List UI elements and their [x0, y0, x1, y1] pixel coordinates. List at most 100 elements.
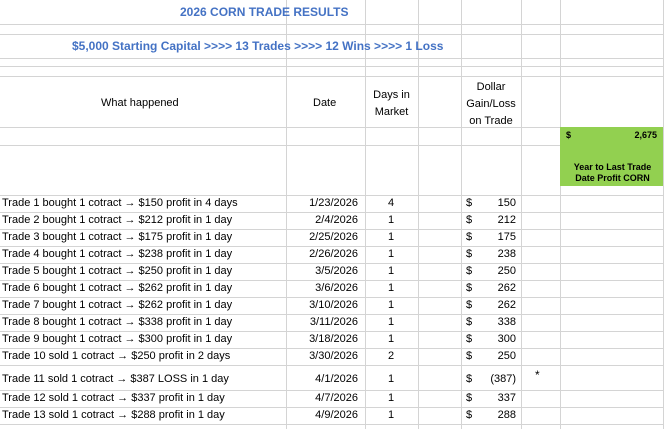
row-divider [0, 331, 664, 332]
trade-amount: 300 [497, 333, 516, 345]
trade-description: Trade 4 bought 1 cotract → $238 profit i… [2, 248, 233, 260]
trade-amount: (387) [490, 373, 516, 385]
trade-amount: 288 [497, 409, 516, 421]
row-divider [0, 34, 664, 35]
summary-label-line2: Date Profit CORN [575, 173, 650, 183]
trade-days: 1 [387, 214, 395, 226]
trade-date: 2/25/2026 [309, 231, 358, 243]
trade-amount: 175 [497, 231, 516, 243]
row-divider [0, 66, 664, 67]
trade-amount: 150 [497, 197, 516, 209]
column-divider [365, 0, 366, 429]
table-row: Trade 4 bought 1 cotract → $238 profit i… [0, 247, 664, 264]
trade-amount: 337 [497, 392, 516, 404]
trade-days: 1 [387, 248, 395, 260]
header-what-happened: What happened [101, 97, 179, 109]
row-divider [0, 314, 664, 315]
table-row: Trade 5 bought 1 cotract → $250 profit i… [0, 264, 664, 281]
sheet-title: 2026 CORN TRADE RESULTS [180, 5, 349, 19]
row-divider [0, 424, 664, 425]
trade-date: 3/5/2026 [315, 265, 358, 277]
row-divider [0, 127, 664, 128]
trade-date: 1/23/2026 [309, 197, 358, 209]
trade-note: * [535, 368, 540, 382]
row-divider [0, 212, 664, 213]
trade-description: Trade 8 bought 1 cotract → $338 profit i… [2, 316, 233, 328]
summary-label-line1: Year to Last Trade [573, 162, 652, 172]
trade-date: 3/6/2026 [315, 282, 358, 294]
header-gain-line3: on Trade [469, 115, 513, 127]
trade-amount: 250 [497, 265, 516, 277]
trade-description: Trade 9 bought 1 cotract → $300 profit i… [2, 333, 233, 345]
trade-date: 3/30/2026 [309, 350, 358, 362]
table-row: Trade 10 sold 1 cotract → $250 profit in… [0, 349, 664, 366]
trade-date: 3/10/2026 [309, 299, 358, 311]
row-divider [0, 297, 664, 298]
trade-date: 2/4/2026 [315, 214, 358, 226]
column-divider [286, 0, 287, 429]
row-divider [0, 263, 664, 264]
table-row: Trade 8 bought 1 cotract → $338 profit i… [0, 315, 664, 332]
header-date: Date [313, 97, 337, 109]
column-divider [461, 0, 462, 429]
row-divider [0, 390, 664, 391]
row-divider [0, 229, 664, 230]
profit-summary-box: $ 2,675 Year to Last Trade Date Profit C… [560, 127, 663, 186]
trade-description: Trade 1 bought 1 cotract → $150 profit i… [2, 197, 238, 209]
trade-days: 2 [387, 350, 395, 362]
header-gain-line2: Gain/Loss [466, 98, 516, 110]
trade-currency: $ [466, 214, 473, 226]
trade-date: 2/26/2026 [309, 248, 358, 260]
column-divider [521, 0, 522, 429]
trade-date: 4/7/2026 [315, 392, 358, 404]
trade-description: Trade 7 bought 1 cotract → $262 profit i… [2, 299, 233, 311]
table-row: Trade 11 sold 1 cotract → $387 LOSS in 1… [0, 368, 664, 389]
trade-description: Trade 12 sold 1 cotract → $337 profit in… [2, 392, 225, 404]
table-row: Trade 3 bought 1 cotract → $175 profit i… [0, 230, 664, 247]
trade-days: 1 [387, 333, 395, 345]
trade-currency: $ [466, 299, 473, 311]
table-row: Trade 7 bought 1 cotract → $262 profit i… [0, 298, 664, 315]
row-divider [0, 365, 664, 366]
row-divider [0, 145, 664, 146]
trade-currency: $ [466, 392, 473, 404]
trade-days: 1 [387, 392, 395, 404]
row-divider [0, 24, 664, 25]
trade-amount: 238 [497, 248, 516, 260]
column-divider [560, 0, 561, 429]
table-row: Trade 6 bought 1 cotract → $262 profit i… [0, 281, 664, 298]
trade-description: Trade 2 bought 1 cotract → $212 profit i… [2, 214, 233, 226]
table-row: Trade 13 sold 1 cotract → $288 profit in… [0, 408, 664, 425]
trade-date: 4/9/2026 [315, 409, 358, 421]
sheet-subtitle: $5,000 Starting Capital >>>> 13 Trades >… [72, 39, 444, 53]
row-divider [0, 280, 664, 281]
summary-value: 2,675 [634, 130, 657, 140]
trade-description: Trade 6 bought 1 cotract → $262 profit i… [2, 282, 233, 294]
trade-currency: $ [466, 350, 473, 362]
trade-days: 1 [387, 409, 395, 421]
table-row: Trade 9 bought 1 cotract → $300 profit i… [0, 332, 664, 349]
trade-date: 3/11/2026 [309, 316, 358, 328]
column-divider [418, 0, 419, 429]
trade-description: Trade 3 bought 1 cotract → $175 profit i… [2, 231, 233, 243]
row-divider [0, 58, 664, 59]
row-divider [0, 195, 664, 196]
trade-currency: $ [466, 373, 473, 385]
table-row: Trade 12 sold 1 cotract → $337 profit in… [0, 391, 664, 408]
trade-days: 1 [387, 316, 395, 328]
trade-date: 4/1/2026 [315, 373, 358, 385]
row-divider [0, 407, 664, 408]
header-days-line1: Days in [373, 89, 410, 101]
trade-amount: 338 [497, 316, 516, 328]
summary-currency: $ [566, 130, 572, 140]
row-divider [0, 76, 664, 77]
table-row: Trade 2 bought 1 cotract → $212 profit i… [0, 213, 664, 230]
row-divider [0, 246, 664, 247]
trade-days: 1 [387, 231, 395, 243]
trade-days: 1 [387, 282, 395, 294]
trade-amount: 212 [497, 214, 516, 226]
trade-currency: $ [466, 282, 473, 294]
trade-days: 4 [387, 197, 395, 209]
trade-currency: $ [466, 197, 473, 209]
trade-currency: $ [466, 248, 473, 260]
